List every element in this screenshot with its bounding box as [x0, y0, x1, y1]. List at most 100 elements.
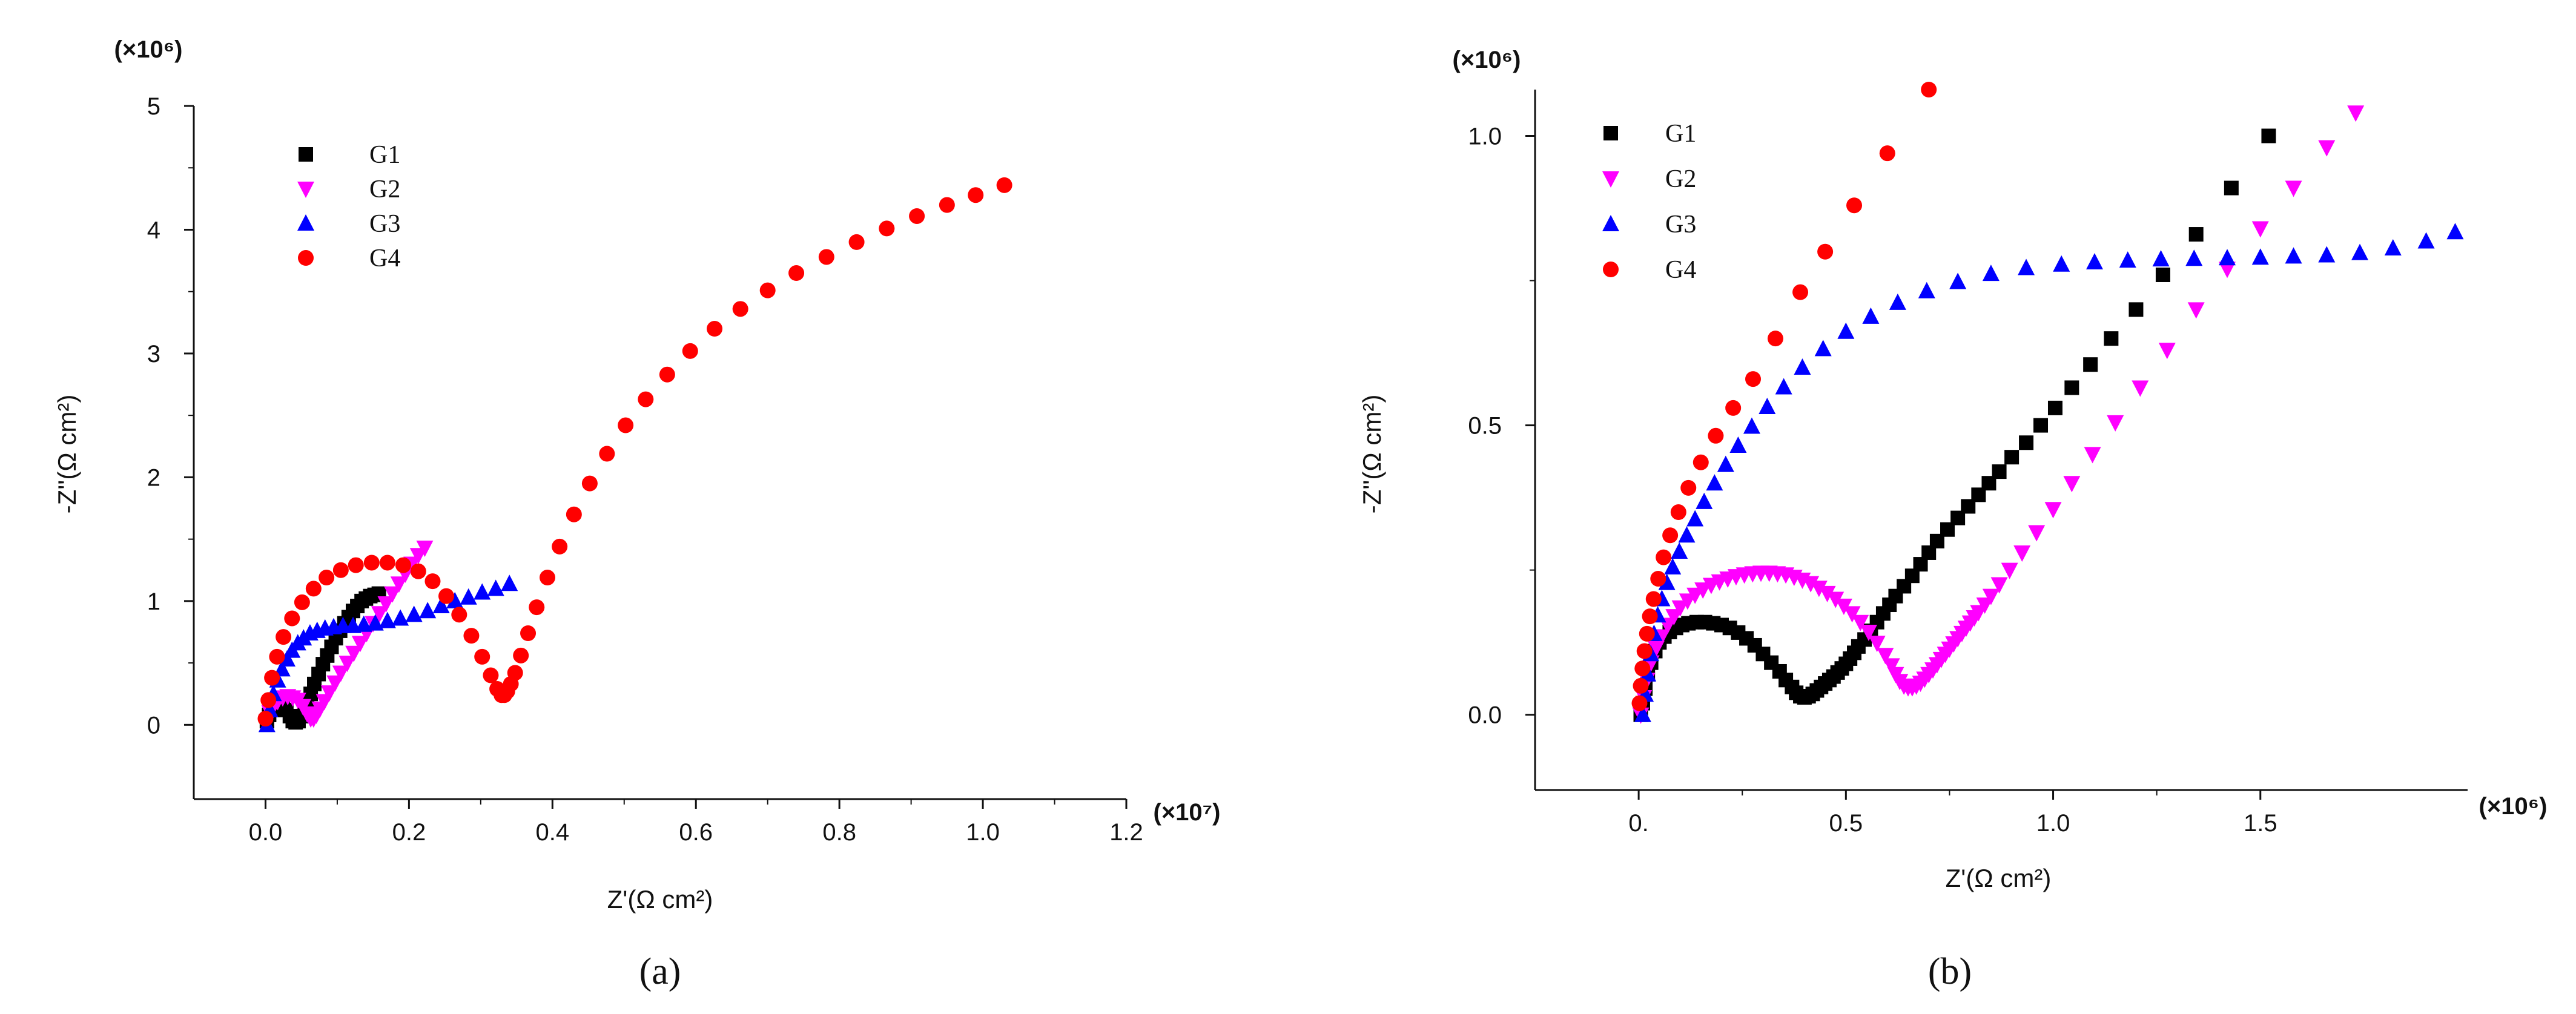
legend: G1 G2 G3 G4 [297, 141, 400, 272]
legend-label-g2: G2 [1665, 165, 1696, 193]
data-point-g4 [540, 570, 556, 586]
data-point-g4 [638, 391, 654, 407]
data-point-g4 [552, 538, 568, 555]
data-point-g3 [355, 615, 372, 632]
data-point-g3 [2285, 247, 2302, 264]
data-point-g2 [2187, 302, 2205, 319]
data-point-g3 [1759, 397, 1776, 414]
data-point-g3 [378, 611, 396, 628]
data-point-g2 [371, 606, 388, 623]
data-point-g3 [432, 597, 450, 614]
data-point-g4 [284, 610, 300, 627]
data-point-g4 [1792, 284, 1809, 300]
data-point-g3 [1862, 307, 1880, 324]
data-point-g4 [332, 562, 349, 578]
data-point-g3 [2119, 251, 2136, 268]
data-point-g4 [788, 265, 805, 281]
y-tick-label: 5 [147, 93, 160, 120]
data-point-g2 [1877, 648, 1894, 665]
data-point-g3 [2086, 252, 2103, 269]
data-point-g4 [1639, 625, 1655, 642]
data-point-g1 [2104, 331, 2119, 346]
data-point-g2 [1810, 581, 1828, 598]
data-point-g2 [1802, 576, 1820, 593]
data-point-g3 [1889, 293, 1906, 310]
data-point-g3 [1837, 322, 1855, 339]
data-point-g4 [1636, 643, 1653, 659]
data-point-g3 [2384, 239, 2402, 255]
data-point-g4 [1633, 677, 1649, 694]
data-point-g1 [2083, 357, 2098, 372]
data-point-g4 [581, 475, 598, 492]
legend-marker-g2 [1602, 171, 1619, 188]
data-point-g4 [305, 581, 322, 597]
data-point-g4 [848, 234, 865, 250]
data-point-g1 [2047, 400, 2062, 415]
data-point-g1 [2033, 418, 2049, 433]
data-point-g2 [332, 665, 349, 682]
data-point-g2 [320, 685, 338, 702]
data-point-g4 [379, 555, 395, 571]
data-point-g4 [395, 557, 411, 573]
data-point-g4 [410, 563, 426, 579]
data-point-g2 [2001, 562, 2018, 579]
data-point-g3 [392, 609, 409, 626]
legend-label-g4: G4 [1665, 256, 1696, 284]
data-point-g1 [2019, 435, 2034, 450]
data-point-g2 [2107, 415, 2124, 432]
data-point-g1 [2064, 380, 2079, 395]
data-point-g2 [1827, 591, 1844, 608]
data-point-g4 [968, 187, 984, 203]
data-point-g3 [2185, 249, 2203, 266]
data-point-g3 [487, 579, 504, 596]
series-g4 [257, 177, 1012, 727]
y-tick-label: 1 [147, 588, 160, 615]
data-point-g4 [682, 343, 698, 359]
data-point-g3 [1664, 558, 1682, 574]
data-point-g2 [1868, 636, 1886, 653]
data-point-g3 [1918, 281, 1935, 298]
data-point-g3 [446, 591, 464, 608]
data-point-g4 [732, 301, 748, 317]
data-point-g4 [348, 557, 364, 573]
data-point-g4 [363, 555, 380, 571]
x-tick-label: 0.4 [536, 819, 570, 846]
data-point-g3 [405, 605, 423, 622]
data-point-g1 [1992, 464, 2007, 479]
data-point-g4 [294, 594, 310, 610]
data-point-g4 [1708, 427, 1724, 444]
data-point-g2 [2219, 262, 2236, 278]
data-point-g2 [2251, 221, 2269, 238]
data-point-g4 [529, 599, 545, 616]
data-point-g2 [2028, 525, 2046, 542]
data-point-g4 [707, 321, 723, 337]
data-point-g4 [1634, 660, 1651, 677]
y-tick-label: 2 [147, 464, 160, 491]
x-tick-label: 1.0 [2036, 810, 2070, 837]
legend-marker-g2 [297, 182, 314, 198]
data-point-g2 [2318, 140, 2336, 157]
data-point-g3 [2446, 223, 2464, 240]
data-point-g3 [1729, 436, 1747, 453]
data-point-g2 [2084, 447, 2101, 464]
data-point-g3 [1717, 455, 1734, 472]
data-point-g2 [2347, 105, 2365, 122]
y-tick-label: 3 [147, 341, 160, 367]
data-point-g3 [273, 660, 291, 677]
data-point-g2 [1883, 658, 1900, 675]
data-point-g4 [1645, 591, 1662, 607]
data-point-g3 [1696, 492, 1713, 509]
x-tick-label: 0.8 [822, 819, 856, 846]
data-point-g4 [1670, 504, 1686, 521]
data-point-g4 [463, 628, 480, 644]
data-point-g4 [909, 208, 925, 224]
x-tick-label: 1.0 [966, 819, 1000, 846]
data-point-g3 [1949, 272, 1967, 289]
legend-label-g2: G2 [369, 176, 400, 203]
data-point-g2 [1843, 606, 1861, 623]
data-point-g4 [1631, 695, 1648, 711]
data-point-g3 [279, 650, 296, 667]
data-point-g2 [339, 656, 356, 673]
data-point-g1 [2261, 128, 2276, 143]
data-point-g1 [2129, 302, 2144, 317]
